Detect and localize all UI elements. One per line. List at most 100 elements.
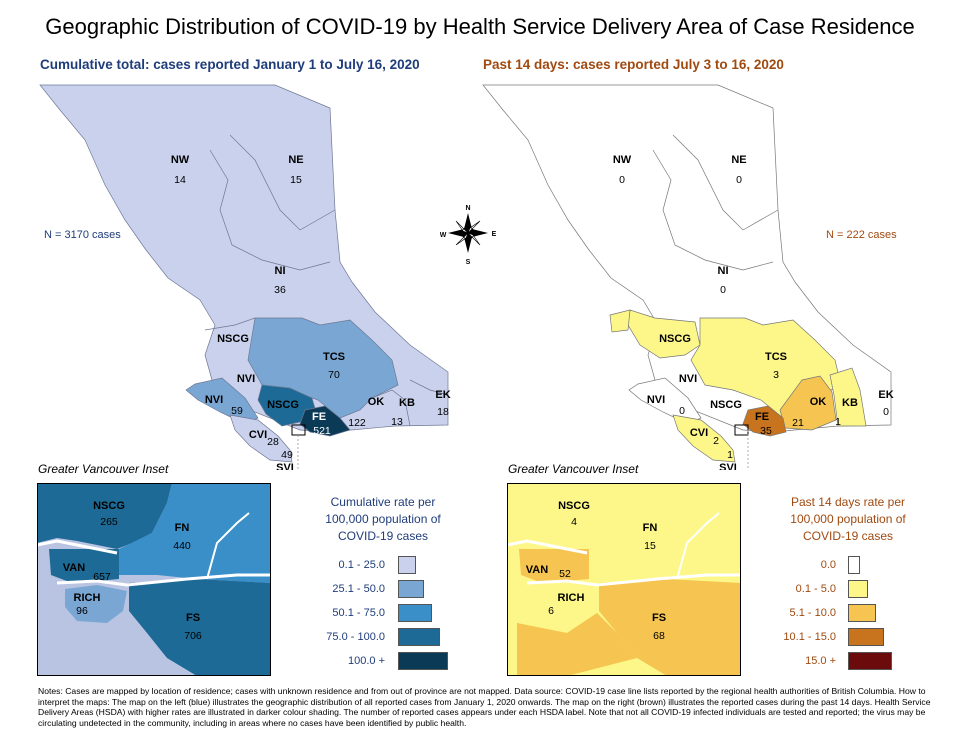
right-label-code-1: NE (731, 154, 746, 166)
left-label-value-7: 521 (313, 425, 331, 437)
left-inset-value-4: 706 (184, 630, 202, 642)
right-inset-value-3: 6 (548, 605, 554, 617)
left-inset-rich (65, 585, 127, 623)
left-label-value-9: 13 (391, 416, 403, 428)
right-inset-code-2: VAN (526, 564, 548, 576)
left-label-value-12: 49 (281, 449, 293, 461)
legend-swatch (398, 580, 424, 598)
left-label-value-8: 122 (348, 417, 366, 429)
right-label-code-9: OK (810, 396, 827, 408)
left-label-value-10: 18 (437, 406, 449, 418)
right-label-code-3: NSCG (659, 333, 691, 345)
right-label-code-8: FE (755, 411, 769, 423)
right-label-code-5: NVI (679, 373, 697, 385)
left-province-map: NW 14 NE 15 NI 36 NSCG TCS 70 NVI 59 NSC… (39, 84, 451, 470)
right-region-ok (779, 375, 837, 431)
left-inset-code-2: VAN (63, 562, 85, 574)
legend-swatch (848, 628, 884, 646)
right-inset-fs (599, 579, 741, 676)
legend-swatch (398, 652, 448, 670)
right-inset-value-4: 68 (653, 630, 665, 642)
right-label-value-2: 0 (720, 284, 726, 296)
right-label-code-7: NSCG (710, 399, 742, 411)
left-vancouver-inset: NSCG 265 FN 440 VAN 657 RICH 96 FS 706 (37, 483, 271, 676)
left-inset-code-0: NSCG (93, 500, 125, 512)
left-label-value-2: 36 (274, 284, 286, 296)
right-province-map: NW 0 NE 0 NI 0 NSCG TCS 3 NVI NVI 0 NSCG… (482, 84, 894, 470)
right-region-nscg (627, 309, 701, 359)
left-inset-value-2: 657 (93, 571, 111, 583)
left-inset-value-1: 440 (173, 540, 191, 552)
right-inset-code-1: FN (643, 522, 658, 534)
right-label-code-0: NW (613, 154, 632, 166)
right-label-value-4: 3 (773, 369, 779, 381)
left-label-code-3: NSCG (217, 333, 249, 345)
left-label-value-5: 59 (231, 405, 243, 417)
legend-swatch (848, 556, 860, 574)
compass-n: N (465, 205, 470, 212)
left-label-value-1: 15 (290, 174, 302, 186)
compass-s: S (466, 259, 471, 266)
legend-swatch (848, 580, 868, 598)
right-label-code-6: NVI (647, 394, 665, 406)
left-inset-value-0: 265 (100, 516, 118, 528)
legend-swatch (398, 604, 432, 622)
right-inset-value-1: 15 (644, 540, 656, 552)
right-legend-title: Past 14 days rate per 100,000 population… (790, 495, 906, 543)
left-inset-fn (119, 483, 271, 583)
right-label-value-8: 35 (760, 425, 772, 437)
right-region-cvi (672, 414, 736, 463)
right-label-value-12: 2 (713, 435, 719, 447)
left-inset-code-1: FN (175, 522, 190, 534)
right-inset-title: Greater Vancouver Inset (508, 462, 639, 476)
right-label-code-10: KB (842, 397, 858, 409)
compass-rose-icon: N S E W (440, 205, 497, 266)
right-region-kb (829, 367, 867, 427)
left-inset-code-3: RICH (74, 592, 101, 604)
left-inset-van (49, 549, 119, 583)
legend-swatch (848, 604, 876, 622)
right-vancouver-inset: NSCG 4 FN 15 VAN 52 RICH 6 FS 68 (507, 483, 741, 676)
left-label-code-2: NI (275, 265, 286, 277)
right-inset-nscg (507, 483, 642, 549)
right-inset-fs-west (517, 613, 637, 676)
right-region-vi-north (609, 309, 631, 333)
left-legend-title: Cumulative rate per 100,000 population o… (325, 495, 441, 543)
right-label-value-13: 1 (727, 449, 733, 461)
right-map-subtitle: Past 14 days: cases reported July 3 to 1… (483, 57, 784, 72)
left-region-cvi (229, 414, 293, 463)
legend-swatch (848, 652, 892, 670)
right-label-code-11: EK (878, 389, 893, 401)
legend-swatch (398, 556, 416, 574)
left-label-code-12: SVI (276, 462, 294, 470)
right-inset-value-0: 4 (571, 516, 577, 528)
right-inset-code-4: FS (652, 612, 666, 624)
right-label-value-0: 0 (619, 174, 625, 186)
left-label-code-7: FE (312, 411, 326, 423)
left-inset-nscg (37, 483, 172, 549)
right-inset-van (519, 549, 589, 583)
page-title: Geographic Distribution of COVID-19 by H… (45, 14, 915, 39)
left-inset-code-4: FS (186, 612, 200, 624)
left-inset-title: Greater Vancouver Inset (38, 462, 169, 476)
left-label-code-1: NE (288, 154, 303, 166)
left-label-value-11: 28 (267, 436, 279, 448)
left-label-code-11: CVI (249, 429, 267, 441)
right-inset-fn (589, 483, 741, 583)
left-label-value-0: 14 (174, 174, 186, 186)
right-inset-value-2: 52 (559, 568, 571, 580)
compass-e: E (492, 231, 497, 238)
left-label-code-13: NVI (237, 373, 255, 385)
left-label-code-10: EK (435, 389, 450, 401)
legend-swatch (398, 628, 440, 646)
right-label-code-4: TCS (765, 351, 787, 363)
right-label-value-9: 21 (792, 417, 804, 429)
left-label-code-4: TCS (323, 351, 345, 363)
left-label-code-5: NVI (205, 394, 223, 406)
left-label-value-4: 70 (328, 369, 340, 381)
left-inset-value-3: 96 (76, 605, 88, 617)
footnotes: Notes: Cases are mapped by location of r… (38, 686, 931, 728)
right-label-code-2: NI (718, 265, 729, 277)
left-label-code-8: OK (368, 396, 385, 408)
right-inset-code-0: NSCG (558, 500, 590, 512)
